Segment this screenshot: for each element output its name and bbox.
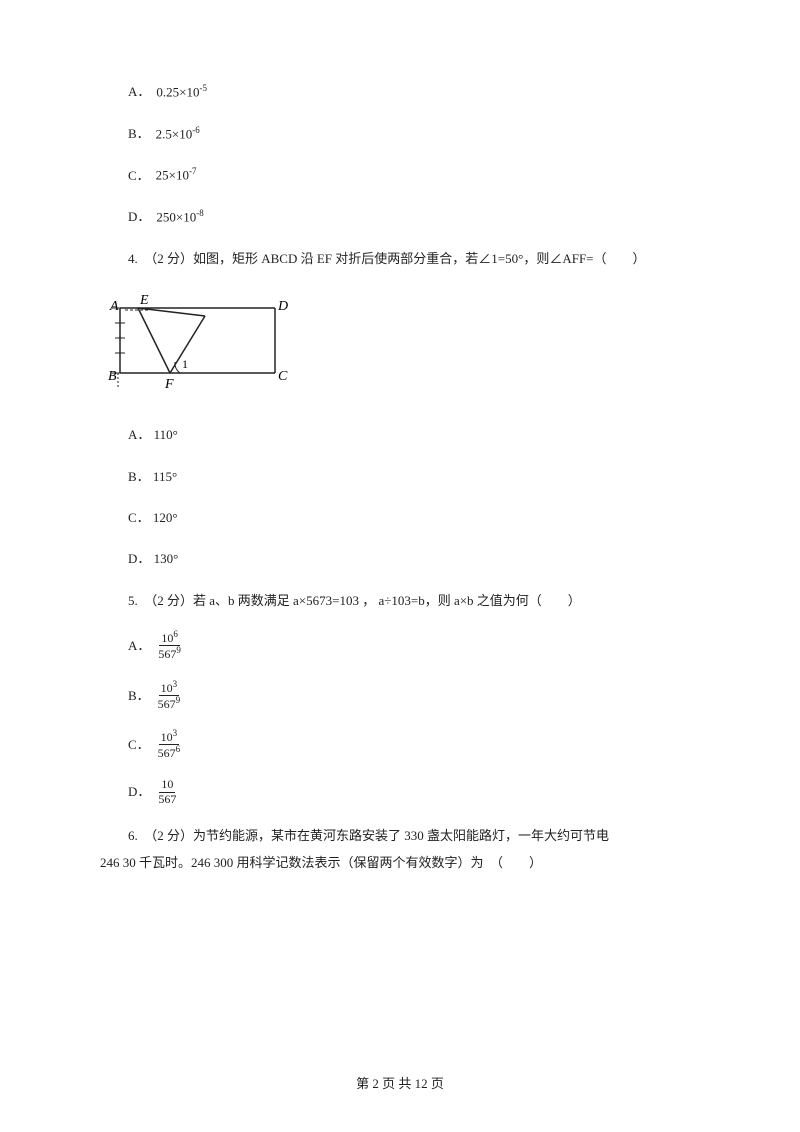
q3-option-d: D． 250×10-8 <box>100 205 700 229</box>
option-label: B． <box>128 684 150 707</box>
option-label: C． <box>128 733 150 756</box>
option-value: 0.25×10-5 <box>156 80 207 104</box>
option-label: B． <box>128 122 150 145</box>
option-label: D． <box>128 780 150 803</box>
svg-text:A: A <box>109 299 119 314</box>
option-value: 2.5×10-6 <box>156 122 200 146</box>
q4-option-c: C． 120° <box>100 506 700 529</box>
option-label: A． <box>128 80 150 103</box>
page-footer: 第 2 页 共 12 页 <box>0 1073 800 1092</box>
option-label: D． <box>128 205 150 228</box>
q5-option-d: D． 10 567 <box>100 778 700 805</box>
option-label: C． <box>128 164 150 187</box>
fraction: 103 5679 <box>156 680 183 711</box>
q5-stem: 5. （2 分）若 a、b 两数满足 a×5673=103 ， a÷103=b，… <box>100 589 700 612</box>
svg-text:1: 1 <box>182 357 188 371</box>
svg-text:E: E <box>139 293 149 308</box>
fraction: 103 5676 <box>156 729 183 760</box>
svg-text:B: B <box>108 369 117 384</box>
q4-option-a: A． 110° <box>100 423 700 446</box>
q3-option-c: C． 25×10-7 <box>100 163 700 187</box>
q5-option-b: B． 103 5679 <box>100 680 700 711</box>
svg-text:D: D <box>277 299 288 314</box>
q6-stem-line1: 6. （2 分）为节约能源，某市在黄河东路安装了 330 盏太阳能路灯，一年大约… <box>100 824 700 847</box>
q5-option-a: A． 106 5679 <box>100 630 700 661</box>
q6-stem-line2: 246 30 千瓦时。246 300 用科学记数法表示（保留两个有效数字）为 （… <box>100 851 700 874</box>
q3-option-a: A． 0.25×10-5 <box>100 80 700 104</box>
q4-stem: 4. （2 分）如图，矩形 ABCD 沿 EF 对折后使两部分重合，若∠1=50… <box>100 247 700 270</box>
q4-option-b: B． 115° <box>100 465 700 488</box>
option-value: 25×10-7 <box>156 163 197 187</box>
q5-option-c: C． 103 5676 <box>100 729 700 760</box>
fraction: 10 567 <box>156 778 178 805</box>
svg-text:F: F <box>164 377 174 392</box>
option-value: 250×10-8 <box>156 205 203 229</box>
q4-option-d: D． 130° <box>100 547 700 570</box>
option-label: A． <box>128 634 150 657</box>
q3-option-b: B． 2.5×10-6 <box>100 122 700 146</box>
q4-figure: A E D B F C 1 <box>100 288 700 403</box>
svg-text:C: C <box>278 369 288 384</box>
fraction: 106 5679 <box>156 630 183 661</box>
